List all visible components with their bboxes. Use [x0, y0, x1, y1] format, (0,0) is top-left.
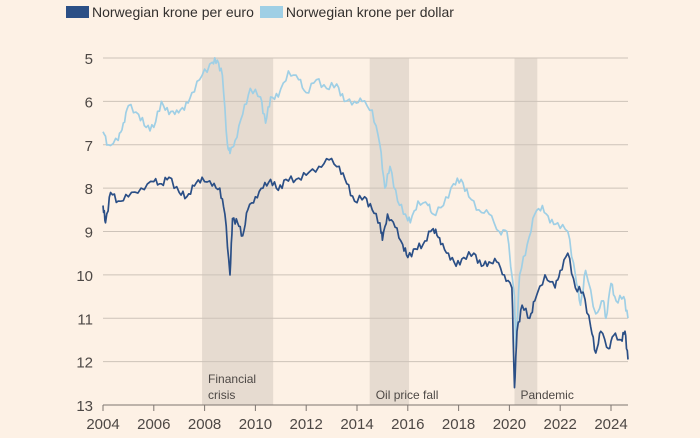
legend: Norwegian krone per euro Norwegian krone… [66, 4, 454, 20]
y-tick-label: 5 [85, 51, 93, 68]
x-tick-label: 2018 [442, 416, 475, 433]
shaded-period-label: Pandemic [520, 388, 573, 402]
y-tick-label: 6 [85, 94, 93, 111]
y-tick-label: 9 [85, 225, 93, 242]
legend-item-euro: Norwegian krone per euro [66, 4, 254, 20]
x-tick-label: 2006 [137, 416, 170, 433]
x-tick-label: 2024 [594, 416, 627, 433]
x-tick-label: 2010 [239, 416, 272, 433]
shaded-period-label: Financial crisis [208, 372, 256, 402]
y-tick-label: 8 [85, 181, 93, 198]
x-tick-label: 2020 [493, 416, 526, 433]
y-tick-label: 11 [77, 311, 93, 328]
x-tick-label: 2012 [290, 416, 323, 433]
y-tick-label: 13 [76, 398, 93, 415]
x-tick-label: 2014 [340, 416, 373, 433]
series-line-dollar [102, 56, 629, 350]
x-tick-label: 2016 [391, 416, 424, 433]
legend-item-dollar: Norwegian krone per dollar [259, 4, 454, 20]
x-tick-label: 2004 [86, 416, 119, 433]
x-tick-label: 2008 [188, 416, 221, 433]
legend-label-dollar: Norwegian krone per dollar [285, 4, 454, 20]
y-tick-label: 12 [76, 355, 93, 372]
x-tick-label: 2022 [544, 416, 577, 433]
y-tick-label: 7 [85, 138, 93, 155]
legend-swatch-euro [66, 6, 89, 18]
y-tick-label: 10 [76, 268, 93, 285]
legend-swatch-dollar [259, 6, 283, 18]
shaded-period-label: Oil price fall [376, 388, 439, 402]
legend-label-euro: Norwegian krone per euro [92, 4, 254, 20]
series-line-euro [102, 157, 629, 389]
